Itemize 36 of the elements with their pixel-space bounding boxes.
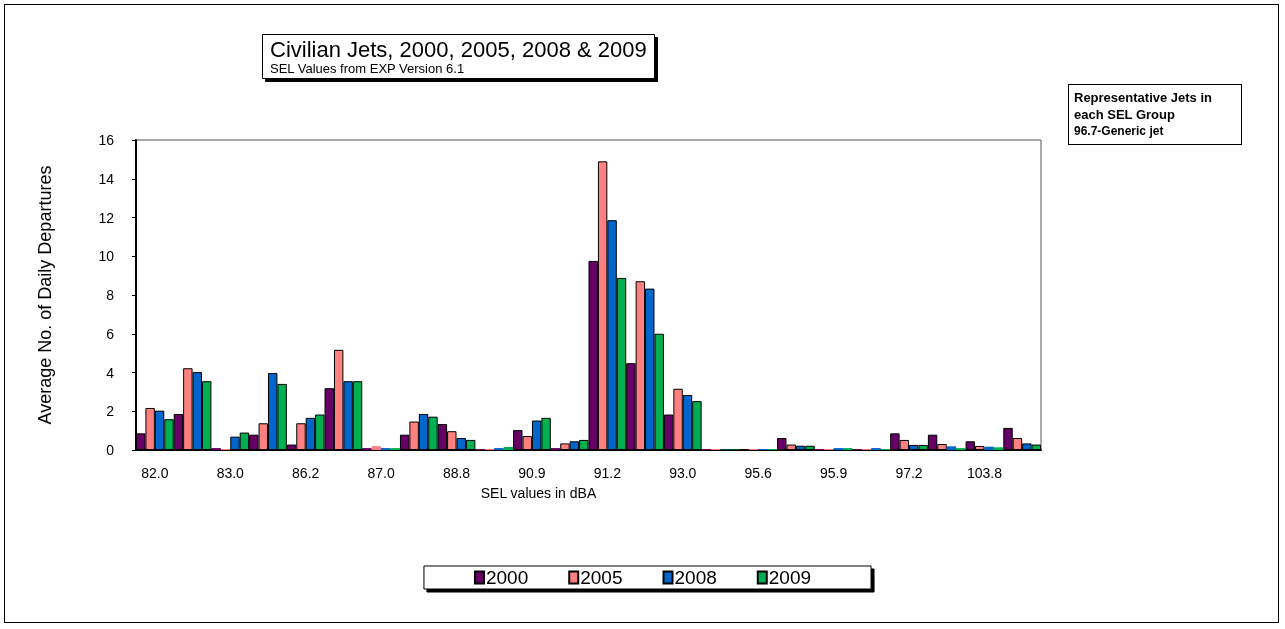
- text: 96.7-Generic jet: [1074, 123, 1165, 140]
- text: Representative Jets in each SEL Group: [1074, 89, 1213, 123]
- x-tick-label: 91.2: [593, 465, 622, 481]
- chart-title: Civilian Jets, 2000, 2005, 2008 & 2009: [270, 36, 647, 62]
- y-tick-label: 2: [106, 403, 115, 420]
- y-axis-title: Average No. of Daily Departures: [35, 165, 55, 425]
- legend-label: 2000: [485, 567, 529, 588]
- x-tick-label: 97.2: [895, 465, 923, 481]
- x-tick-label: 87.0: [367, 465, 395, 481]
- x-tick-label: 95.6: [744, 465, 773, 481]
- x-tick-label: 90.9: [518, 465, 546, 481]
- bar: [984, 446, 994, 450]
- x-tick-label: 93.0: [669, 465, 697, 481]
- x-tick-label: 88.8: [442, 465, 471, 481]
- y-tick-label: 10: [98, 248, 115, 265]
- y-tick-label: 16: [98, 132, 115, 148]
- chart-subtitle: SEL Values from EXP Version 6.1: [270, 61, 465, 76]
- x-tick-label: 103.8: [966, 465, 1003, 481]
- legend-label: 2005: [580, 567, 623, 588]
- x-tick-label: 83.0: [216, 465, 245, 481]
- legend-label: 2008: [674, 567, 717, 588]
- y-tick-label: 12: [98, 209, 115, 226]
- y-tick-label: 8: [106, 287, 115, 303]
- bar: [946, 446, 957, 450]
- x-tick-label: 86.2: [292, 465, 320, 481]
- bar: [503, 447, 514, 450]
- x-axis-title: SEL values in dBA: [480, 485, 597, 501]
- x-tick-label: 82.0: [141, 465, 169, 481]
- legend-label: 2009: [768, 567, 812, 588]
- y-tick-label: 6: [106, 325, 115, 342]
- y-tick-label: 14: [98, 170, 115, 187]
- y-tick-label: 4: [106, 364, 115, 381]
- x-tick-label: 95.9: [819, 465, 848, 481]
- bar: [993, 447, 1004, 450]
- bar: [371, 446, 382, 450]
- y-tick-label: 0: [106, 442, 115, 458]
